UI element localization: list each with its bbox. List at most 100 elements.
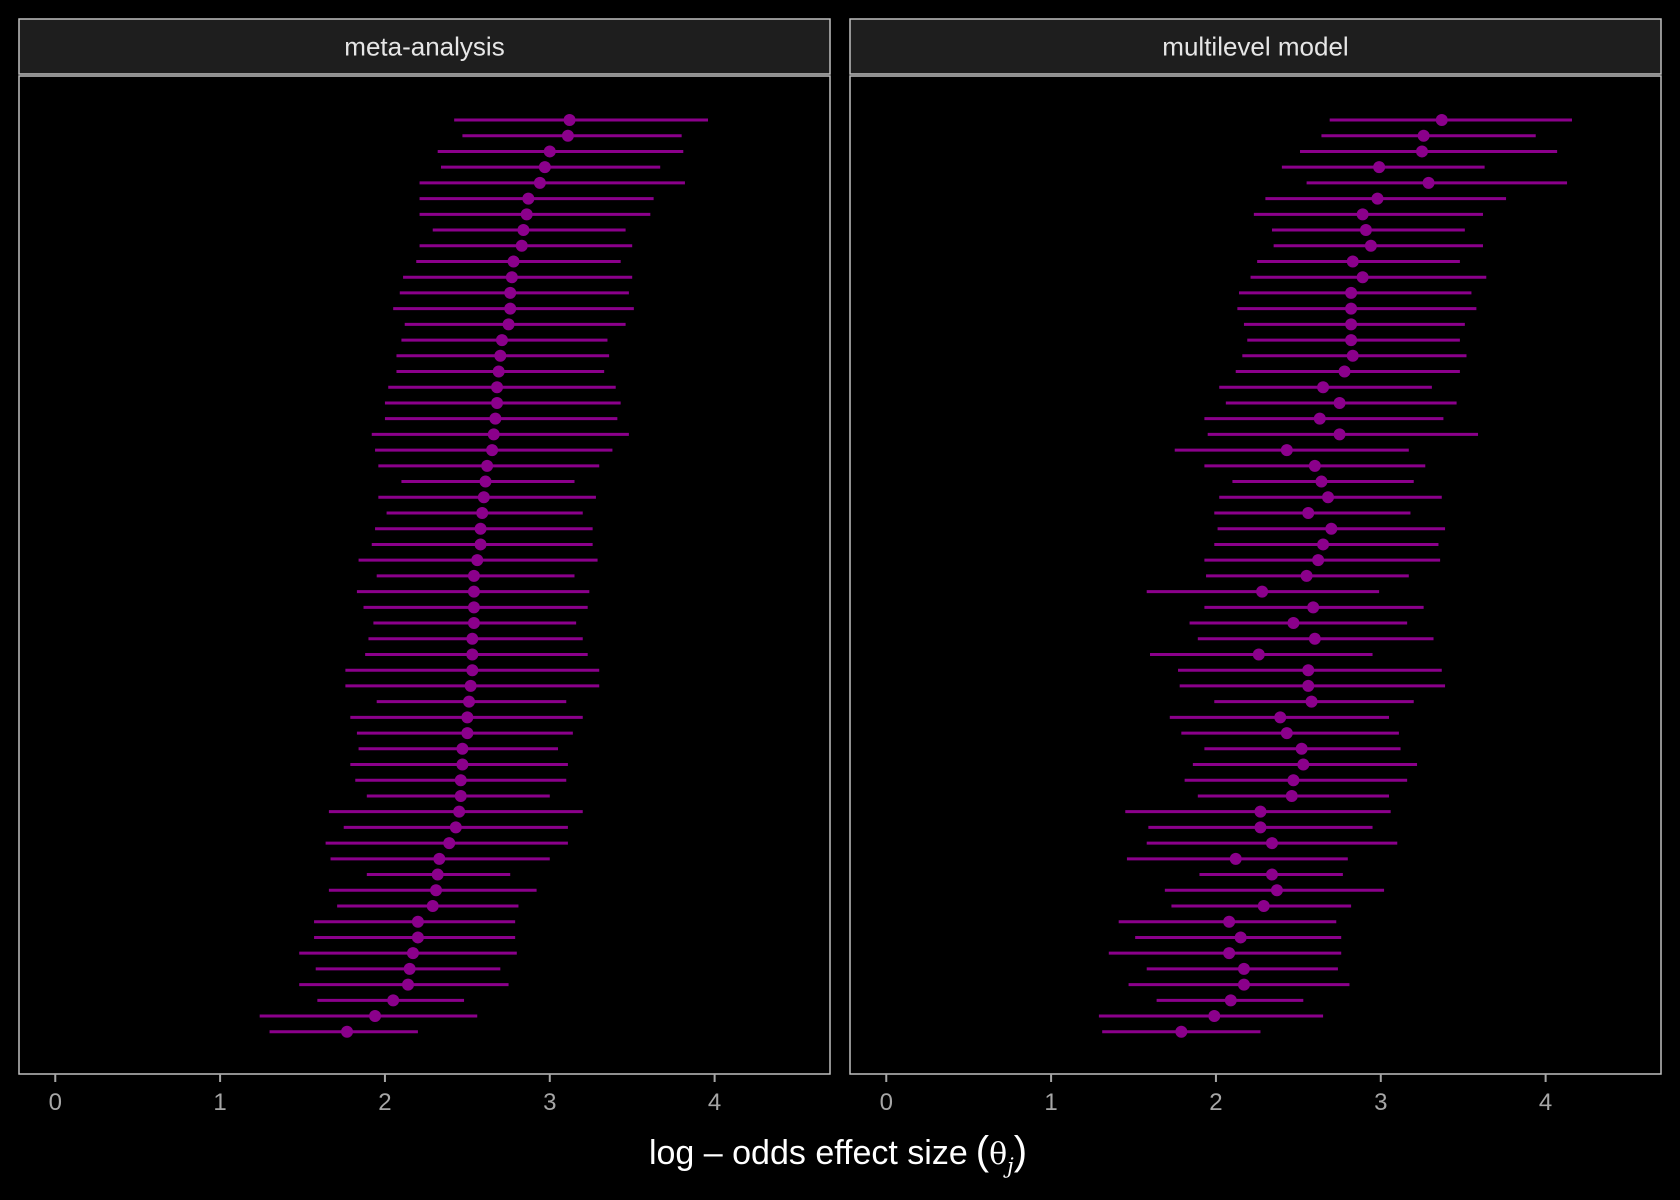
estimate-point xyxy=(1300,569,1313,582)
estimate-point xyxy=(466,648,479,661)
estimate-point xyxy=(1305,695,1318,708)
estimate-point xyxy=(443,837,456,850)
estimate-point xyxy=(543,145,556,158)
panel-strip xyxy=(18,18,831,75)
estimate-point xyxy=(561,129,574,142)
estimate-point xyxy=(463,695,476,708)
estimate-point xyxy=(406,947,419,960)
estimate-point xyxy=(1346,349,1359,362)
estimate-point xyxy=(1208,1010,1221,1023)
estimate-point xyxy=(449,821,462,834)
x-tick-label: 4 xyxy=(708,1089,721,1116)
estimate-point xyxy=(1345,318,1358,331)
estimate-point xyxy=(1308,632,1321,645)
estimate-point xyxy=(1254,805,1267,818)
estimate-point xyxy=(491,396,504,409)
estimate-point xyxy=(1333,396,1346,409)
estimate-point xyxy=(402,978,415,991)
estimate-point xyxy=(431,868,444,881)
estimate-point xyxy=(387,994,400,1007)
estimate-point xyxy=(1302,664,1315,677)
estimate-point xyxy=(1308,459,1321,472)
estimate-point xyxy=(504,286,517,299)
x-tick-label: 0 xyxy=(880,1089,893,1116)
estimate-point xyxy=(430,884,443,897)
estimate-point xyxy=(1346,255,1359,268)
estimate-point xyxy=(517,224,530,237)
estimate-point xyxy=(1435,114,1448,126)
estimate-point xyxy=(1223,947,1236,960)
estimate-point xyxy=(1280,727,1293,740)
estimate-point xyxy=(1345,302,1358,315)
estimate-point xyxy=(1422,176,1435,189)
estimate-point xyxy=(1254,821,1267,834)
estimate-point xyxy=(1297,758,1310,771)
panel-strip xyxy=(849,18,1662,75)
x-axis-title: log – odds effect size (θj) xyxy=(649,1129,1027,1178)
estimate-point xyxy=(1333,428,1346,441)
estimate-point xyxy=(477,491,490,504)
estimate-point xyxy=(474,522,487,535)
estimate-point xyxy=(504,302,517,315)
panel-2: multilevel model 0 1 2 3 4 xyxy=(849,18,1662,1116)
x-axis-title-text: log – odds effect size xyxy=(649,1134,968,1172)
estimate-point xyxy=(1287,774,1300,787)
estimate-point xyxy=(453,805,466,818)
estimate-point xyxy=(454,789,467,802)
estimate-point xyxy=(507,255,520,268)
x-axis-title-symbol: θ xyxy=(989,1137,1007,1172)
estimate-point xyxy=(1234,931,1247,944)
estimate-point xyxy=(426,900,439,912)
estimate-point xyxy=(1364,239,1377,252)
estimate-point xyxy=(505,271,518,284)
x-tick-label: 1 xyxy=(213,1089,226,1116)
estimate-point xyxy=(474,538,487,551)
estimate-point xyxy=(471,554,484,567)
estimate-point xyxy=(433,852,446,865)
estimate-point xyxy=(479,475,492,488)
estimate-point xyxy=(1280,444,1293,457)
estimate-point xyxy=(467,585,480,598)
estimate-point xyxy=(487,428,500,441)
estimate-point xyxy=(1257,900,1270,912)
estimate-point xyxy=(502,318,515,331)
estimate-point xyxy=(1317,538,1330,551)
estimate-point xyxy=(491,381,504,394)
estimate-point xyxy=(1302,507,1315,519)
x-tick-label: 3 xyxy=(543,1089,556,1116)
estimate-point xyxy=(1307,601,1320,614)
estimate-point xyxy=(1295,742,1308,755)
estimate-point xyxy=(461,711,474,724)
estimate-point xyxy=(1317,381,1330,394)
estimate-point xyxy=(1417,129,1430,142)
estimate-point xyxy=(1175,1025,1188,1038)
estimate-point xyxy=(369,1010,382,1023)
panels: meta-analysis 0 1 2 3 4 multilevel model 0 1 2 3 4 xyxy=(18,18,1662,1116)
estimate-point xyxy=(1371,192,1384,205)
estimate-point xyxy=(403,962,416,975)
estimate-point xyxy=(466,664,479,677)
panel-strip-label: multilevel model xyxy=(1162,32,1348,62)
estimate-point xyxy=(467,601,480,614)
estimate-point xyxy=(1322,491,1335,504)
estimate-point xyxy=(520,208,533,221)
estimate-point xyxy=(481,459,494,472)
x-tick-label: 4 xyxy=(1539,1089,1552,1116)
estimate-point xyxy=(1229,852,1242,865)
estimate-point xyxy=(1345,334,1358,347)
estimate-point xyxy=(1274,711,1287,724)
estimate-point xyxy=(1285,789,1298,802)
x-axis-title-subscript: j xyxy=(1003,1154,1014,1178)
estimate-point xyxy=(1373,161,1386,174)
estimate-point xyxy=(464,679,477,692)
estimate-point xyxy=(522,192,535,205)
estimate-point xyxy=(1237,962,1250,975)
x-tick-label: 1 xyxy=(1044,1089,1057,1116)
x-tick-label: 2 xyxy=(1209,1089,1222,1116)
estimate-point xyxy=(563,114,576,126)
estimate-point xyxy=(1224,994,1237,1007)
estimate-point xyxy=(489,412,502,425)
estimate-point xyxy=(1265,837,1278,850)
estimate-point xyxy=(1359,224,1372,237)
estimate-point xyxy=(456,742,469,755)
